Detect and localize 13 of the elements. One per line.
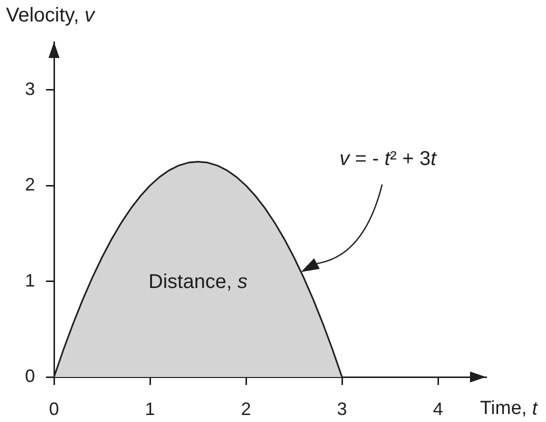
y-tick-label: 3 bbox=[24, 78, 35, 99]
annotation: v = - t² + 3t bbox=[339, 148, 438, 170]
x-axis-title: Time, t bbox=[480, 398, 538, 420]
x-tick-label: 2 bbox=[240, 398, 252, 419]
x-tick-label: 4 bbox=[432, 398, 444, 419]
annotation: Distance, s bbox=[148, 270, 248, 293]
y-axis-title: Velocity, v bbox=[6, 4, 96, 27]
x-tick-label: 1 bbox=[144, 398, 156, 419]
y-tick-label: 1 bbox=[24, 270, 35, 290]
x-tick-label: 0 bbox=[48, 398, 60, 419]
x-tick-label: 3 bbox=[336, 398, 348, 419]
y-tick-label: 0 bbox=[24, 366, 35, 386]
y-tick-label: 2 bbox=[24, 174, 35, 195]
